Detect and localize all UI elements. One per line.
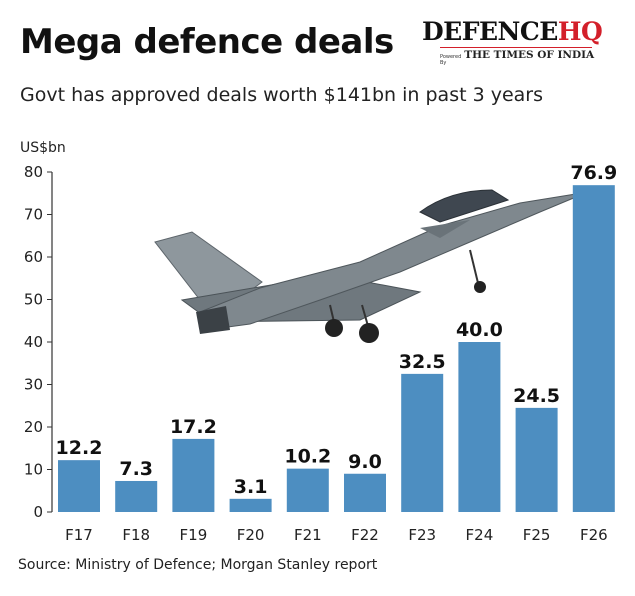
x-tick-label-f25: F25 (523, 526, 551, 544)
x-tick-label-f24: F24 (466, 526, 494, 544)
x-tick-label-f21: F21 (294, 526, 322, 544)
brand-partner: THE TIMES OF INDIA (464, 49, 595, 61)
bar-f19 (172, 438, 215, 512)
brand-main-text: DEFENCE (422, 17, 558, 46)
y-tick-label-70: 70 (24, 206, 43, 224)
bar-f23 (401, 373, 444, 512)
y-axis-unit-label: US$bn (20, 140, 66, 156)
jet-main-wheel-left (325, 319, 343, 337)
value-label-f25: 24.5 (513, 385, 560, 407)
bar-f17 (58, 460, 100, 512)
y-tick-label-10: 10 (24, 461, 43, 479)
brand-wordmark: DEFENCEHQ (422, 18, 622, 46)
y-tick-label-80: 80 (24, 163, 43, 181)
x-tick-label-f17: F17 (65, 526, 93, 544)
brand-logo: DEFENCEHQ Powered By THE TIMES OF INDIA (422, 18, 622, 67)
brand-accent-text: HQ (557, 17, 603, 46)
value-label-f18: 7.3 (119, 458, 153, 480)
value-label-f26: 76.9 (570, 162, 617, 184)
bar-f22 (344, 473, 386, 512)
jet-front-wheel (474, 281, 486, 293)
value-label-f17: 12.2 (56, 437, 103, 459)
y-tick-label-50: 50 (24, 291, 43, 309)
y-tick-label-20: 20 (24, 418, 43, 436)
source-note: Source: Ministry of Defence; Morgan Stan… (18, 557, 378, 573)
bar-f20 (229, 498, 272, 512)
brand-powered-by: Powered By (440, 54, 462, 66)
y-tick-label-0: 0 (33, 503, 43, 521)
x-tick-label-f18: F18 (122, 526, 150, 544)
jet-engine-nozzle (196, 306, 230, 334)
chart-title: Mega defence deals (20, 22, 394, 62)
jet-canopy (419, 189, 510, 223)
x-tick-label-f19: F19 (180, 526, 208, 544)
bar-f21 (286, 468, 329, 512)
bar-f26 (572, 185, 615, 513)
x-tick-label-f23: F23 (408, 526, 436, 544)
jet-fuselage (199, 191, 589, 331)
y-tick-label-30: 30 (24, 376, 43, 394)
y-tick-label-60: 60 (24, 248, 43, 266)
bar-f25 (515, 407, 558, 512)
value-label-f20: 3.1 (234, 476, 268, 498)
brand-partner-line: Powered By THE TIMES OF INDIA (440, 47, 595, 66)
bar-f18 (115, 480, 158, 512)
x-tick-label-f26: F26 (580, 526, 608, 544)
y-tick-label-40: 40 (24, 333, 43, 351)
x-tick-label-f22: F22 (351, 526, 379, 544)
value-label-f23: 32.5 (399, 351, 446, 373)
value-label-f24: 40.0 (456, 319, 503, 341)
jet-front-gear (469, 249, 479, 284)
chart-subtitle: Govt has approved deals worth $141bn in … (20, 84, 544, 106)
jet-canard (420, 220, 470, 238)
x-tick-label-f20: F20 (237, 526, 265, 544)
value-label-f21: 10.2 (284, 446, 331, 468)
bar-f24 (458, 342, 501, 512)
jet-main-gear-right (361, 304, 369, 327)
value-label-f22: 9.0 (348, 451, 382, 473)
fighter-jet-illustration (154, 189, 589, 343)
jet-main-wheel-right (359, 323, 379, 343)
value-label-f19: 17.2 (170, 416, 217, 438)
